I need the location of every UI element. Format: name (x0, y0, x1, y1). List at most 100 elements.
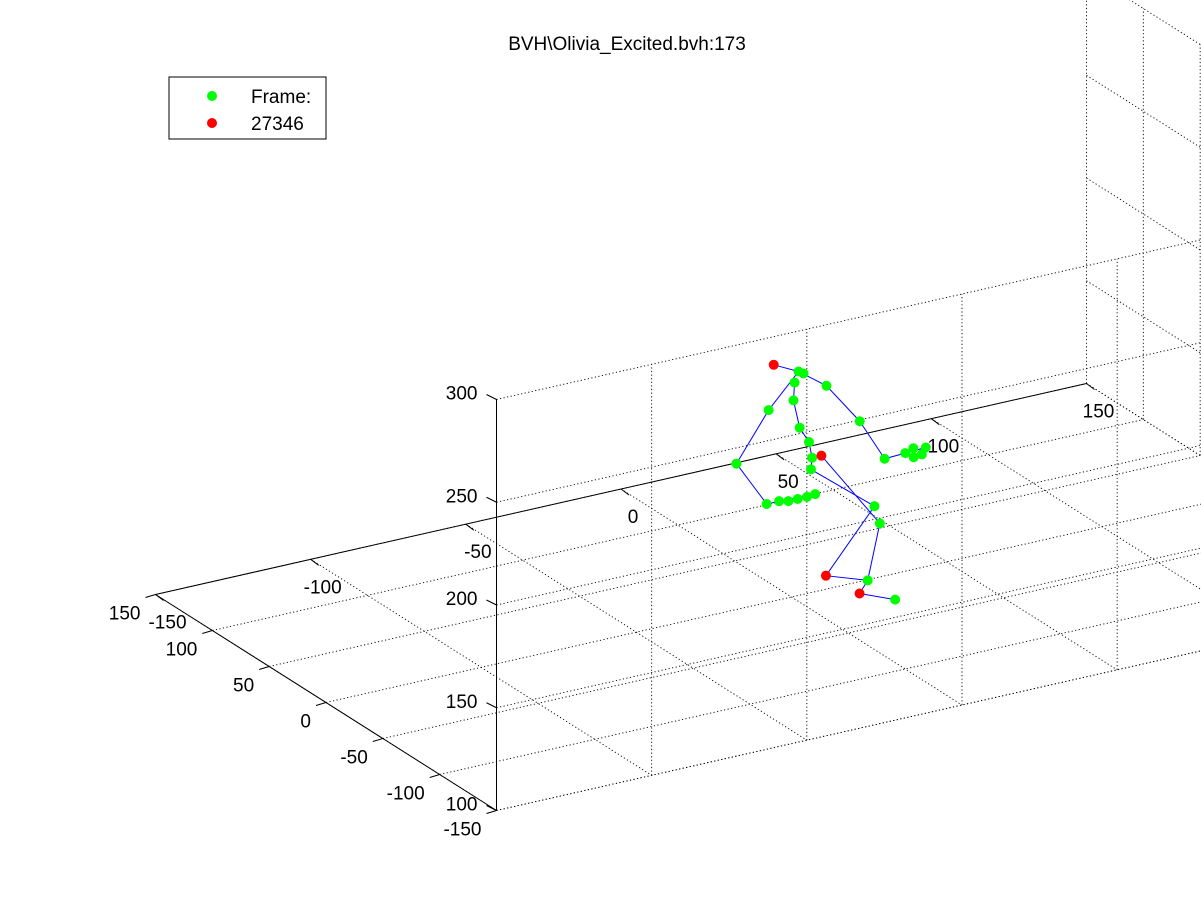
x-tick-label: 0 (628, 507, 639, 528)
joint-lhand4 (802, 491, 813, 502)
bone-relbow-rwrist (859, 420, 886, 460)
tick-mark (486, 599, 497, 606)
z-tick-label: 100 (446, 795, 478, 816)
joint-lhand3 (792, 494, 803, 505)
bone-lshoulder-lelbow (736, 409, 770, 464)
z-tick-label: 200 (446, 589, 478, 610)
joint-rhand2 (908, 443, 919, 454)
tick-mark (486, 810, 497, 814)
x-tick-label: -100 (304, 577, 342, 598)
joint-rankle (862, 575, 873, 586)
joint-rknee (869, 501, 880, 512)
joint-lwrist (761, 498, 772, 509)
floor-grid-line (439, 601, 1201, 775)
joint-neck2 (798, 368, 809, 379)
joint-rhand5 (908, 452, 919, 463)
bone-pelvis-rknee (810, 468, 875, 507)
floor-grid-line (931, 418, 1201, 591)
bone-rknee-lankle (825, 505, 875, 576)
floor-grid-line (496, 650, 1201, 811)
floor-grid-line (775, 453, 1118, 671)
joint-lshoulder (763, 405, 774, 416)
y-tick-label: -50 (340, 748, 367, 769)
tick-mark (310, 558, 319, 566)
y-tick-label: 50 (233, 676, 254, 697)
joint-spine1 (788, 395, 799, 406)
tick-mark (155, 594, 164, 601)
tick-mark (775, 453, 785, 461)
skeleton-bones (736, 364, 926, 601)
joint-relbow (854, 416, 865, 427)
joint-rshoulder (821, 380, 832, 391)
bone-hipsR-lknee (821, 455, 881, 524)
joint-lelbow (731, 458, 742, 469)
legend-label-frame: Frame: (251, 87, 311, 108)
side-wall-grid-line (1086, 280, 1201, 354)
legend-box (168, 76, 327, 140)
x-tick-label: 150 (1083, 402, 1115, 423)
back-wall-grid-line (496, 239, 1201, 400)
joint-neck3 (789, 377, 800, 388)
joint-head (768, 359, 779, 370)
tick-mark (486, 702, 497, 709)
joint-spine2 (794, 422, 805, 433)
tick-mark (259, 666, 270, 670)
bone-lknee-rankle (867, 523, 881, 581)
side-wall-grid-line (1086, 74, 1201, 149)
legend-label-frame-number: 27346 (251, 114, 304, 135)
joint-rheel (854, 588, 865, 599)
floor-grid-line (465, 523, 808, 741)
floor-grid-line (269, 455, 1201, 667)
tick-mark (620, 488, 630, 496)
joint-lhand1 (774, 496, 785, 507)
tick-mark (931, 418, 940, 426)
joint-hipsR (816, 450, 827, 461)
legend: Frame: 27346 (168, 76, 327, 140)
bone-lankle-rankle (825, 575, 868, 581)
back-wall-grid-line (496, 342, 1201, 503)
y-tick-label: -150 (443, 820, 481, 841)
chart-title: BVH\Olivia_Excited.bvh:173 (508, 34, 746, 55)
bone-rshoulder-relbow (826, 385, 861, 422)
tick-mark (486, 394, 497, 400)
tick-mark (315, 702, 327, 706)
joint-pelvis (805, 464, 816, 475)
joint-rhand1 (900, 448, 911, 459)
tick-mark (202, 630, 213, 634)
tick-mark (486, 496, 497, 503)
x-tick-label: -150 (148, 613, 186, 634)
x-tick-label: 100 (927, 437, 959, 458)
z-tick-label: 300 (446, 384, 478, 405)
joint-lankle (820, 570, 831, 581)
x-tick-label: 50 (778, 472, 799, 493)
joint-hips (807, 452, 818, 463)
floor-grid-line (382, 552, 1201, 739)
tick-mark (372, 738, 383, 742)
tick-mark (465, 523, 475, 531)
back-wall-grid-line (496, 547, 1201, 709)
joint-rwrist (879, 453, 890, 464)
floor-grid-line (212, 419, 1144, 631)
y-tick-label: 150 (109, 604, 141, 625)
axis-grid (145, 0, 1201, 814)
joint-spine3 (803, 437, 814, 448)
legend-marker-frame-number (207, 118, 217, 128)
x-tick-label: -50 (464, 542, 491, 563)
z-tick-label: 250 (446, 486, 478, 507)
floor-grid-line (620, 488, 963, 706)
tick-mark (145, 594, 156, 598)
y-tick-label: 0 (300, 712, 311, 733)
tick-labels: -150 -100 -50 0 50 100 150 -150 -100 -50 0 50 100 150… (109, 384, 1115, 841)
bone-lelbow-lwrist (736, 463, 768, 505)
skeleton-joints (731, 359, 931, 605)
bone-rheel-rtoe (859, 593, 896, 601)
joint-lhand5 (810, 489, 821, 500)
y-tick-label: 100 (166, 640, 198, 661)
tick-mark (486, 805, 497, 811)
y-tick-label: -100 (387, 784, 425, 805)
joint-rtoe (890, 594, 901, 605)
tick-mark (1086, 383, 1095, 390)
back-wall-grid-line (496, 650, 1201, 811)
joint-lknee (874, 518, 885, 529)
